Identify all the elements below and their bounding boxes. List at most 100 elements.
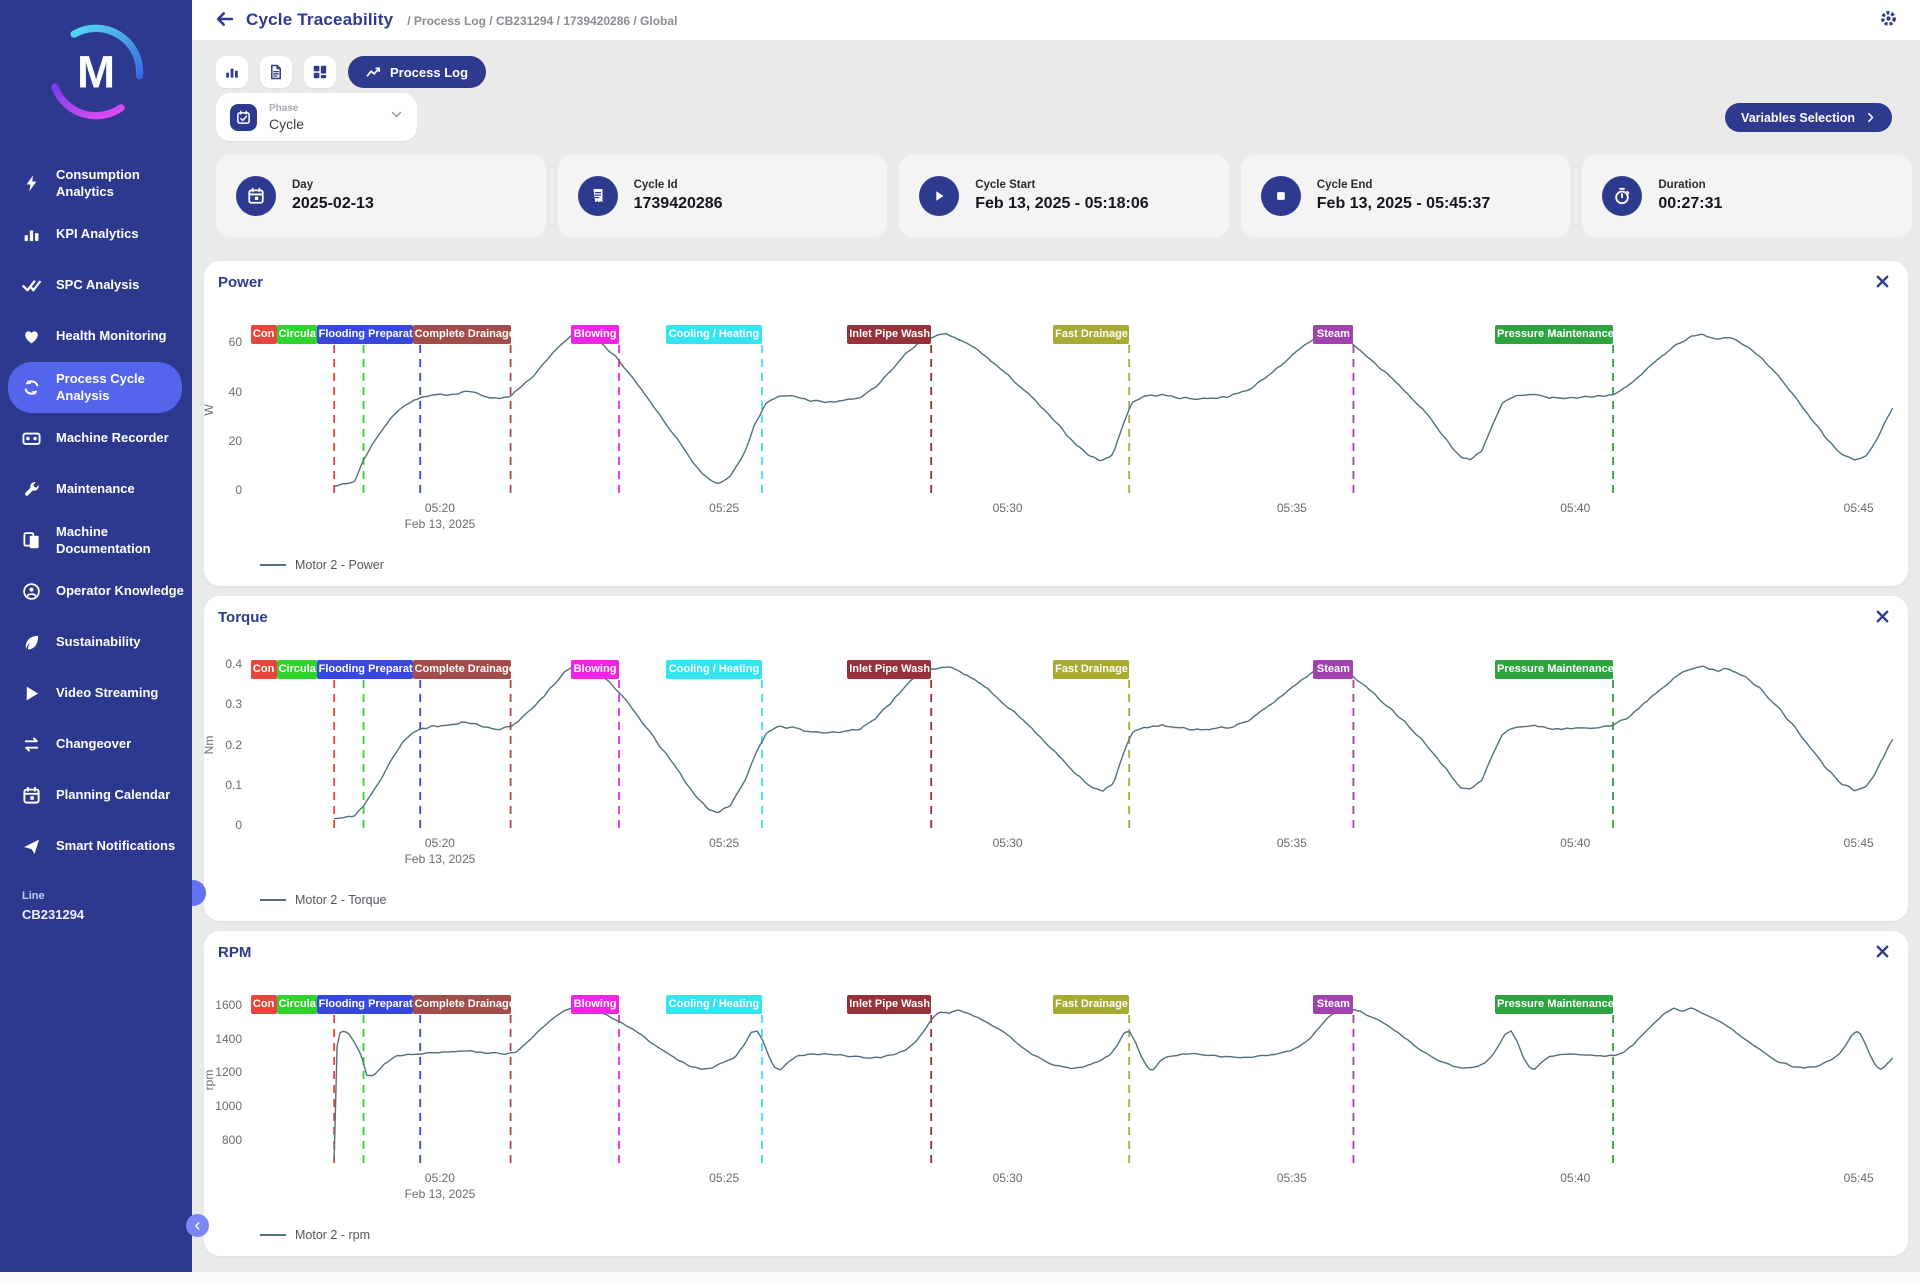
x-tick: 05:35: [1276, 836, 1307, 850]
y-tick: 800: [221, 1132, 242, 1147]
y-tick: 1000: [215, 1099, 242, 1114]
double-check-icon: [21, 280, 41, 292]
view-toggle-grid-icon[interactable]: [304, 56, 336, 88]
phase-label-con: Con: [251, 660, 277, 679]
wrench-icon: [20, 479, 42, 501]
phase-label-complete-drainage: Complete Drainage: [412, 660, 511, 679]
view-toggle-file-icon[interactable]: [260, 56, 292, 88]
cycle-icon: [20, 377, 42, 399]
double-check-icon: [20, 275, 42, 297]
info-card-label: Cycle End: [1316, 179, 1373, 191]
back-button[interactable]: [212, 7, 238, 33]
x-tick: 05:20: [424, 836, 455, 850]
y-axis-power: 60 40 20 0: [206, 325, 242, 497]
sidebar-item-process-cycle-analysis[interactable]: Process Cycle Analysis: [8, 362, 182, 413]
legend-swatch: [260, 1234, 286, 1236]
phase-label-complete-drainage: Complete Drainage: [412, 995, 511, 1014]
sidebar-item-label: Operator Knowledge: [56, 583, 184, 599]
sidebar-item-video-streaming[interactable]: Video Streaming: [0, 668, 192, 719]
documents-icon: [22, 532, 39, 549]
x-tick: 05:40: [1560, 1171, 1591, 1185]
x-tick: 05:30: [992, 501, 1023, 515]
documents-icon: [20, 530, 42, 552]
chart-plot-torque: 0.4 0.3 0.2 0.1 0 Nm 05:20 Feb 13, 2025 05:25 05:…: [202, 657, 1894, 866]
line-label: Line: [22, 890, 45, 902]
phase-label-blowing: Blowing: [571, 660, 620, 679]
y-axis-torque: 0.4 0.3 0.2 0.1 0: [206, 657, 242, 832]
bar-chart-icon: [226, 68, 238, 78]
process-log-button[interactable]: Process Log: [348, 56, 487, 88]
sidebar-item-planning-calendar[interactable]: Planning Calendar: [0, 770, 192, 821]
operator-icon: [20, 581, 42, 603]
x-tick: 05:25: [709, 1171, 740, 1185]
x-tick: 05:30: [992, 1171, 1023, 1185]
sidebar-item-label: Maintenance: [56, 481, 135, 497]
file-icon: [271, 64, 281, 80]
view-toggle-bar-chart-icon[interactable]: [216, 56, 248, 88]
phase-select[interactable]: Phase Cycle: [216, 93, 417, 141]
send-icon: [20, 836, 42, 858]
variables-selection-button[interactable]: Variables Selection: [1725, 103, 1892, 132]
play-circle-icon: [919, 176, 960, 216]
x-tick: 05:45: [1843, 1171, 1874, 1185]
phase-label-steam: Steam: [1313, 325, 1354, 344]
sidebar-item-label: KPI Analytics: [56, 226, 139, 242]
play-icon: [20, 683, 42, 705]
chart-legend-torque: Motor 2 - Torque: [260, 893, 386, 907]
chart-title-power: Power: [218, 274, 264, 291]
receipt-icon: [593, 189, 603, 203]
sidebar-item-maintenance[interactable]: Maintenance: [0, 464, 192, 515]
series-line-rpm: [334, 1008, 1893, 1160]
sidebar-item-operator-knowledge[interactable]: Operator Knowledge: [0, 566, 192, 617]
play-circle-icon: [936, 191, 944, 201]
sidebar-item-machine-recorder[interactable]: Machine Recorder: [0, 413, 192, 464]
series-line-power: [334, 334, 1893, 487]
breadcrumb: / Process Log / CB231294 / 1739420286 / …: [407, 14, 678, 28]
sidebar-item-consumption-analytics[interactable]: Consumption Analytics: [0, 158, 192, 209]
leaf-icon: [20, 632, 42, 654]
x-tick: 05:20: [424, 501, 455, 515]
y-axis-rpm: 1600 1400 1200 1000 800: [206, 995, 242, 1165]
info-card-label: Cycle Id: [633, 179, 678, 191]
x-axis-date: Feb 13, 2025: [404, 852, 476, 866]
trend-icon: [366, 66, 380, 77]
chart-legend-power: Motor 2 - Power: [260, 558, 384, 572]
y-tick: 1200: [215, 1065, 242, 1080]
sidebar-item-kpi-analytics[interactable]: KPI Analytics: [0, 209, 192, 260]
sidebar-item-sustainability[interactable]: Sustainability: [0, 617, 192, 668]
swap-icon: [24, 737, 38, 752]
sidebar-item-spc-analysis[interactable]: SPC Analysis: [0, 260, 192, 311]
close-icon: [1876, 275, 1888, 288]
sidebar: M Consumption Analytics KPI Analytics SPC …: [0, 0, 192, 1284]
chevron-left-icon: [195, 1221, 200, 1230]
legend-label: Motor 2 - Power: [295, 558, 384, 572]
sidebar-item-health-monitoring[interactable]: Health Monitoring: [0, 311, 192, 362]
send-icon: [23, 839, 39, 854]
chart-plot-power: 60 40 20 0 W 05:20 Feb 13, 2025 05:25 05:30 05:35…: [202, 325, 1894, 531]
sidebar-item-label: SPC Analysis: [56, 277, 140, 293]
receipt-icon: [577, 176, 618, 216]
leaf-icon: [25, 635, 38, 650]
calendar-icon: [22, 786, 40, 804]
info-card-value: 00:27:31: [1658, 195, 1723, 212]
page-title: Cycle Traceability: [246, 10, 394, 29]
chart-close-button-rpm[interactable]: [1872, 943, 1892, 963]
stop-icon: [1276, 192, 1285, 200]
chart-svg-power: [251, 325, 1894, 495]
sidebar-collapse-button[interactable]: [186, 1214, 209, 1237]
info-card-label: Day: [292, 179, 314, 191]
sidebar-item-changeover[interactable]: Changeover: [0, 719, 192, 770]
sidebar-item-machine-documentation[interactable]: Machine Documentation: [0, 515, 192, 566]
phase-labels: Con Circula Flooding Preparati Complete Dra…: [251, 660, 1894, 680]
sidebar-item-smart-notifications[interactable]: Smart Notifications: [0, 821, 192, 872]
phase-label-steam: Steam: [1313, 995, 1354, 1014]
chart-panel-torque: Torque 0.4 0.3 0.2 0.1 0 Nm 05:20 Feb 13, 2025 05…: [202, 596, 1908, 921]
lightning-icon: [20, 173, 42, 195]
chart-close-button-torque[interactable]: [1872, 608, 1892, 628]
settings-button[interactable]: [1876, 8, 1900, 32]
phase-labels: Con Circula Flooding Preparati Complete Dra…: [251, 325, 1894, 345]
chart-close-button-power[interactable]: [1872, 273, 1892, 293]
info-card-cycle-end: Cycle End Feb 13, 2025 - 05:45:37: [1240, 155, 1571, 237]
x-tick: 05:35: [1276, 1171, 1307, 1185]
x-tick: 05:40: [1560, 501, 1591, 515]
